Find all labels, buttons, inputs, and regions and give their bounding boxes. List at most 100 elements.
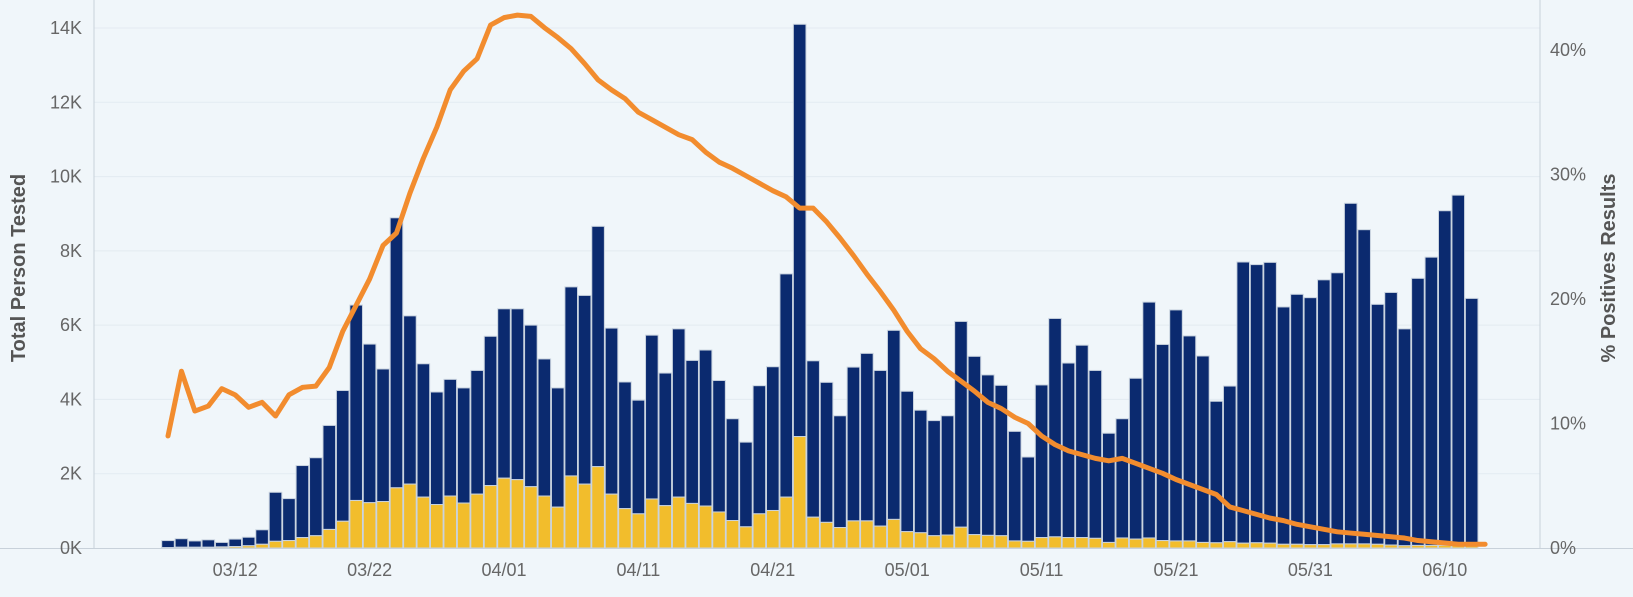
bar-positive [886,518,901,549]
bar-negative [833,415,847,529]
bar-positive [550,506,565,549]
bar-negative [712,379,726,513]
bar-negative [470,369,484,495]
bar-positive [833,527,847,549]
bar-positive [806,516,820,549]
bar-positive [443,495,458,549]
y-tick-label-left: 4K [60,389,82,409]
axes [0,0,1633,549]
bar-positive [1075,537,1089,549]
bar-positive [255,543,269,549]
bar-negative [1196,355,1210,543]
bar-negative [860,352,874,522]
bar-negative [658,372,673,507]
bar-positive [470,493,484,549]
y-tick-label-right: 40% [1550,40,1586,60]
bar-negative [430,391,444,506]
bar-positive [188,546,202,549]
bar-negative [631,399,646,515]
bar-positive [389,487,404,549]
bar-positive [591,466,605,549]
bar-positive [846,520,861,549]
bar-positive [577,483,592,549]
bar-negative [1317,279,1331,546]
bar-positive [1061,537,1076,549]
bar-negative [1438,210,1452,546]
x-tick-label: 04/21 [750,560,795,580]
bar-positive [1397,545,1412,549]
bar-positive [403,483,417,549]
bar-positive [1411,544,1425,549]
bar-negative [1357,229,1371,545]
bar-negative [537,358,552,497]
bar-negative [524,324,538,488]
bar-negative [739,441,753,528]
bar-negative [416,363,431,498]
bar-positive [940,534,955,549]
bar-positive [241,545,256,549]
bar-positive [174,546,189,549]
bar-positive [1303,544,1318,549]
bar-positive [1142,537,1156,549]
bar-positive [1115,537,1130,549]
bar-positive [766,509,780,549]
bar-negative [1102,432,1116,543]
bar-negative [645,334,659,500]
bar-negative [497,308,511,479]
bar-negative [456,387,471,504]
bar-negative [214,541,229,548]
bar-positive [1021,540,1035,549]
bar-positive [873,525,888,549]
bar-positive [537,495,552,549]
bar-negative [443,378,458,497]
bar-negative [913,409,928,534]
bar-positive [618,508,632,549]
bar-negative [1249,264,1264,544]
y-tick-label-right: 30% [1550,165,1586,185]
bar-negative [1464,297,1479,545]
bar-negative [604,327,619,495]
bar-positive [1249,542,1264,549]
bar-positive [1155,540,1170,549]
bar-positive [1128,538,1143,549]
bar-negative [483,335,498,487]
bar-negative [577,294,592,485]
bar-positive [1330,543,1345,549]
y-tick-label-left: 8K [60,241,82,261]
bar-positive [725,520,740,549]
bar-negative [819,381,834,523]
bar-positive [1276,543,1291,549]
bar-positive [1384,544,1398,549]
tick-labels: 0K 2K 4K 6K 8K 10K 12K 14K 0% 10% 20% 30% 40% 03/12 03… [50,18,1586,580]
x-tick-label: 05/01 [885,560,930,580]
bar-positive [524,486,538,549]
bar-positive [1196,541,1210,549]
bar-positive [900,531,915,549]
bar-positive [564,475,579,549]
bar-positive [927,535,941,549]
bars [161,23,1479,549]
bar-positive [1317,544,1331,549]
bar-positive [1357,543,1371,549]
bar-negative [806,360,820,518]
bar-positive [228,546,242,549]
bar-negative [1075,344,1089,539]
bar-negative [766,366,780,511]
bar-negative [900,390,915,533]
bar-negative [1021,456,1035,542]
bar-positive [954,526,968,549]
bar-negative [282,498,296,542]
bar-positive [1370,543,1385,549]
bar-positive [497,477,511,549]
bar-negative [792,23,807,438]
bar-positive [698,505,713,549]
bar-negative [564,286,579,477]
x-tick-label: 04/01 [481,560,526,580]
bar-positive [1236,542,1251,549]
bar-negative [1128,377,1143,540]
bar-positive [819,521,834,549]
bar-negative [335,390,350,522]
bar-negative [241,536,256,547]
bar-positive [1034,537,1049,549]
